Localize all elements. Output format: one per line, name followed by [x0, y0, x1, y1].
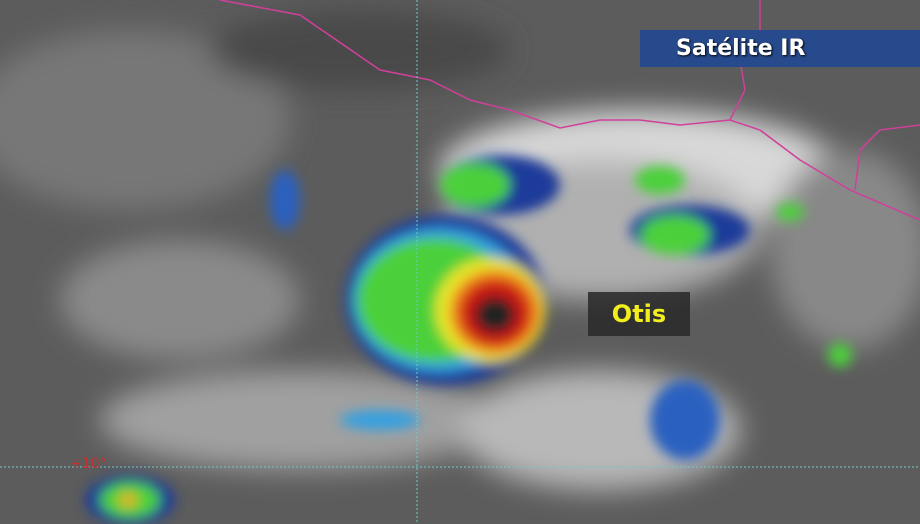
- storm-name: Otis: [611, 300, 667, 328]
- convection-layer: [85, 155, 852, 524]
- cloud-layer: [0, 10, 920, 490]
- title-text: Satélite IR: [676, 36, 806, 61]
- latitude-label: +10°: [70, 456, 107, 472]
- storm-label: Otis: [588, 292, 690, 336]
- title-banner: Satélite IR: [640, 30, 920, 67]
